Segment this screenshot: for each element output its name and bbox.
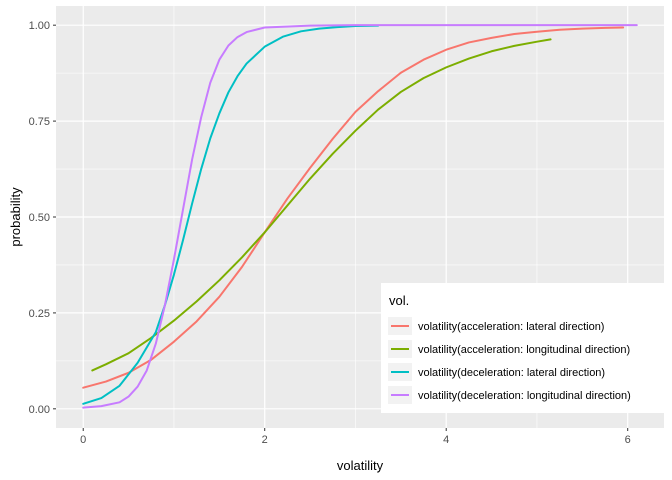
legend-items: volatility(acceleration: lateral directi… — [388, 317, 631, 404]
y-tick-label: 1.00 — [29, 20, 50, 32]
legend-label: volatility(acceleration: longitudinal di… — [418, 344, 630, 356]
y-tick-label: 0.00 — [29, 404, 50, 416]
y-tick-label: 0.25 — [29, 308, 50, 320]
y-tick-label: 0.50 — [29, 212, 50, 224]
series-lines — [82, 24, 638, 409]
y-tick-label: 0.75 — [29, 116, 50, 128]
x-tick-label: 4 — [443, 434, 449, 446]
y-axis-title: probability — [8, 187, 23, 247]
x-tick-label: 2 — [262, 434, 268, 446]
legend-background — [381, 283, 664, 413]
series-line-3 — [82, 24, 380, 405]
axis-ticks — [53, 24, 629, 431]
legend: vol. volatility(acceleration: lateral di… — [381, 283, 664, 413]
series-line-2 — [91, 38, 552, 372]
legend-label: volatility(deceleration: longitudinal di… — [418, 390, 631, 402]
legend-title: vol. — [389, 293, 409, 308]
x-tick-label: 6 — [625, 434, 631, 446]
axis-tick-labels: 0 2 4 6 0.00 0.25 0.50 0.75 1.00 — [29, 20, 631, 446]
legend-label: volatility(acceleration: lateral directi… — [418, 321, 604, 333]
series-line-4 — [82, 24, 638, 409]
legend-label: volatility(deceleration: lateral directi… — [418, 367, 605, 379]
x-axis-title: volatility — [337, 458, 384, 473]
series-line-1 — [82, 26, 625, 389]
x-tick-label: 0 — [80, 434, 86, 446]
